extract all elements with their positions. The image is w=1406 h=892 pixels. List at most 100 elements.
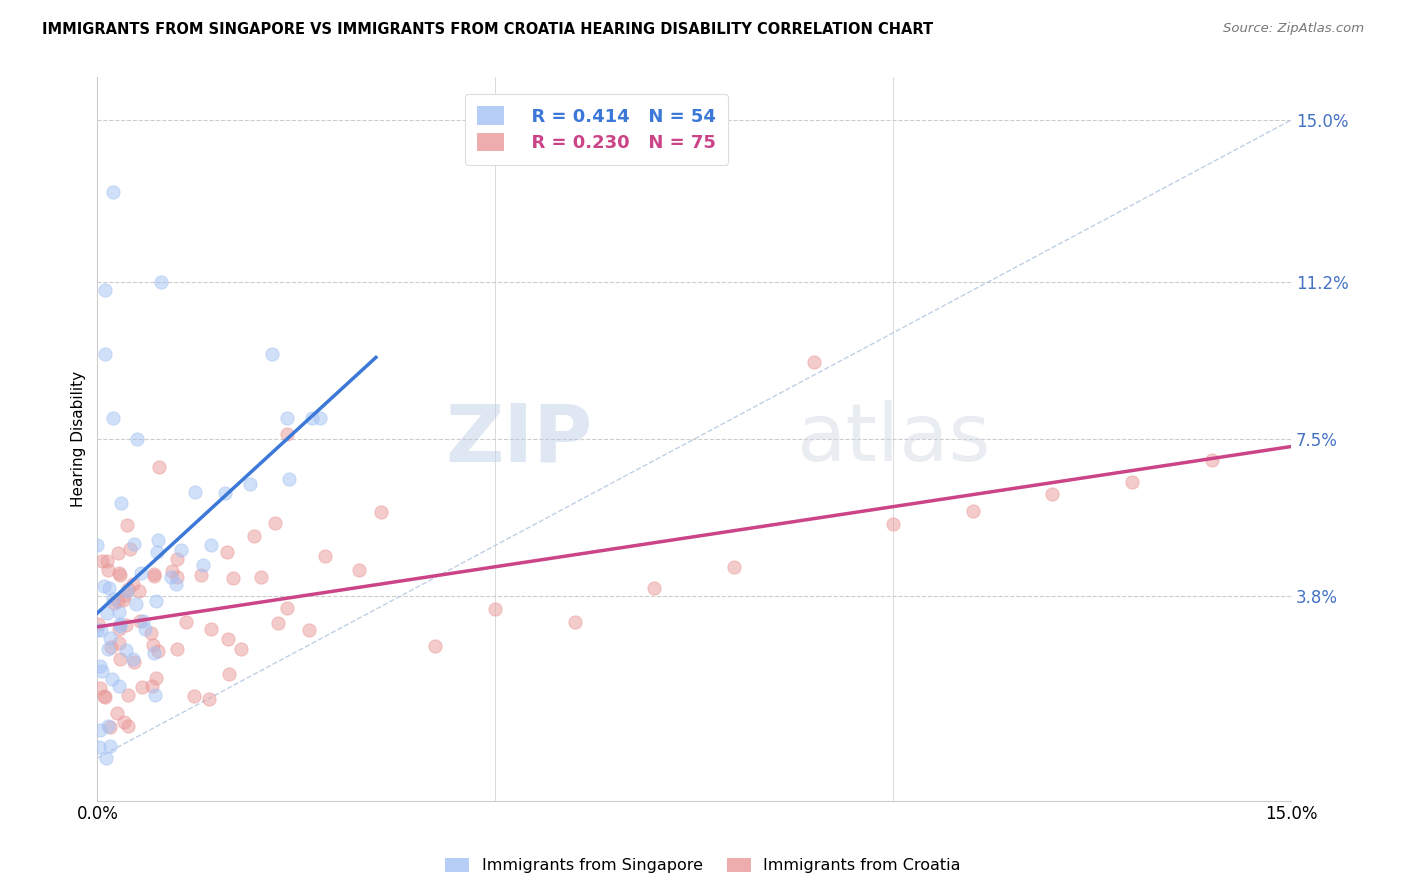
Point [184,485,207,500]
Text: IMMIGRANTS FROM SINGAPORE VS IMMIGRANTS FROM CROATIA HEARING DISABILITY CORRELAT: IMMIGRANTS FROM SINGAPORE VS IMMIGRANTS … [42,22,934,37]
Point [145,593,167,607]
Point [1121,475,1143,489]
Point [146,545,169,559]
Point [108,566,131,580]
Point [103,186,125,200]
Point [89,681,111,695]
Point [190,568,212,582]
Point [314,549,336,563]
Point [146,533,169,547]
Point [1201,453,1223,467]
Point [643,581,665,595]
Point [94,283,117,297]
Point [276,601,298,615]
Point [174,615,197,629]
Point [276,410,298,425]
Point [139,625,162,640]
Point [107,546,129,560]
Point [200,623,222,637]
Point [262,347,284,361]
Point [90,664,112,678]
Point [115,643,138,657]
Point [110,616,132,631]
Point [117,688,139,702]
Point [93,579,115,593]
Point [276,427,298,442]
Point [159,570,181,584]
Point [110,618,132,632]
Point [108,680,131,694]
Point [1042,487,1064,501]
Point [100,640,122,654]
Point [129,566,152,580]
Point [128,583,150,598]
Point [882,517,904,532]
Text: Source: ZipAtlas.com: Source: ZipAtlas.com [1223,22,1364,36]
Point [191,558,214,573]
Point [564,615,586,629]
Point [229,641,252,656]
Point [90,624,112,638]
Point [108,651,131,665]
Point [103,410,125,425]
Point [278,472,301,486]
Point [114,588,136,602]
Point [301,410,323,425]
Point [962,504,984,518]
Point [347,563,370,577]
Point [198,692,221,706]
Point [94,751,117,765]
Y-axis label: Hearing Disability: Hearing Disability [72,371,86,507]
Point [98,581,121,595]
Point [129,614,152,628]
Point [108,606,131,620]
Point [117,719,139,733]
Point [117,518,139,533]
Point [87,739,110,754]
Point [108,636,131,650]
Point [115,618,138,632]
Point [141,679,163,693]
Point [110,568,132,582]
Point [309,410,332,425]
Point [298,623,321,637]
Point [143,646,166,660]
Point [423,640,446,654]
Point [125,597,148,611]
Point [132,614,155,628]
Point [148,644,170,658]
Point [97,719,120,733]
Point [166,641,188,656]
Point [100,672,122,686]
Point [148,460,170,475]
Point [145,689,167,703]
Point [143,568,166,582]
Point [89,658,111,673]
Point [723,559,745,574]
Point [127,432,149,446]
Point [97,641,120,656]
Point [145,671,167,685]
Point [89,723,111,737]
Point [124,537,146,551]
Point [110,496,132,510]
Point [134,623,156,637]
Point [93,690,115,704]
Point [112,593,135,607]
Point [264,516,287,531]
Point [803,355,825,369]
Point [94,690,117,704]
Point [266,616,288,631]
Point [122,652,145,666]
Point [105,706,128,721]
Point [86,624,108,638]
Point [94,347,117,361]
Point [150,275,173,289]
Point [243,529,266,543]
Point [217,632,239,646]
Point [96,554,118,568]
Point [249,570,271,584]
Point [108,623,131,637]
Legend: Immigrants from Singapore, Immigrants from Croatia: Immigrants from Singapore, Immigrants fr… [439,851,967,880]
Text: atlas: atlas [796,400,990,478]
